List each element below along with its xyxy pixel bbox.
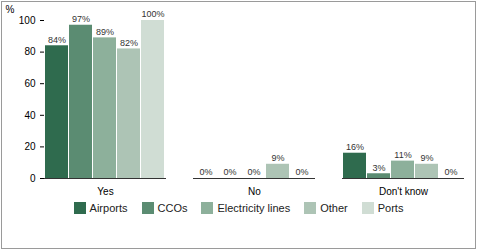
svg-text:89%: 89% [96,27,114,37]
html-text:Other: Other [320,202,348,214]
svg-text:100: 100 [19,15,36,26]
svg-text:3%: 3% [372,163,385,173]
svg-text:60: 60 [24,78,36,89]
svg-text:0%: 0% [223,167,236,177]
svg-text:0%: 0% [444,167,457,177]
svg-text:80: 80 [24,46,36,57]
svg-text:16%: 16% [346,142,364,152]
svg-text:%: % [6,4,15,15]
svg-text:9%: 9% [420,153,433,163]
html-text:Airports: Airports [89,202,128,214]
svg-text:0%: 0% [199,167,212,177]
svg-text:0: 0 [30,173,36,184]
svg-text:9%: 9% [271,153,284,163]
svg-text:11%: 11% [394,150,411,160]
svg-text:40: 40 [24,110,36,121]
svg-text:No: No [248,186,261,197]
html-text:CCOs: CCOs [157,202,188,214]
svg-text:Yes: Yes [97,186,113,197]
svg-text:0%: 0% [295,167,308,177]
svg-text:82%: 82% [120,38,138,48]
svg-text:84%: 84% [48,35,66,45]
svg-text:100%: 100% [141,9,164,19]
svg-text:20: 20 [24,141,36,152]
svg-text:97%: 97% [72,14,90,24]
html-text:Electricity lines: Electricity lines [217,202,291,214]
svg-text:0%: 0% [247,167,260,177]
svg-text:Don't know: Don't know [379,186,429,197]
html-text:Ports: Ports [377,202,404,214]
